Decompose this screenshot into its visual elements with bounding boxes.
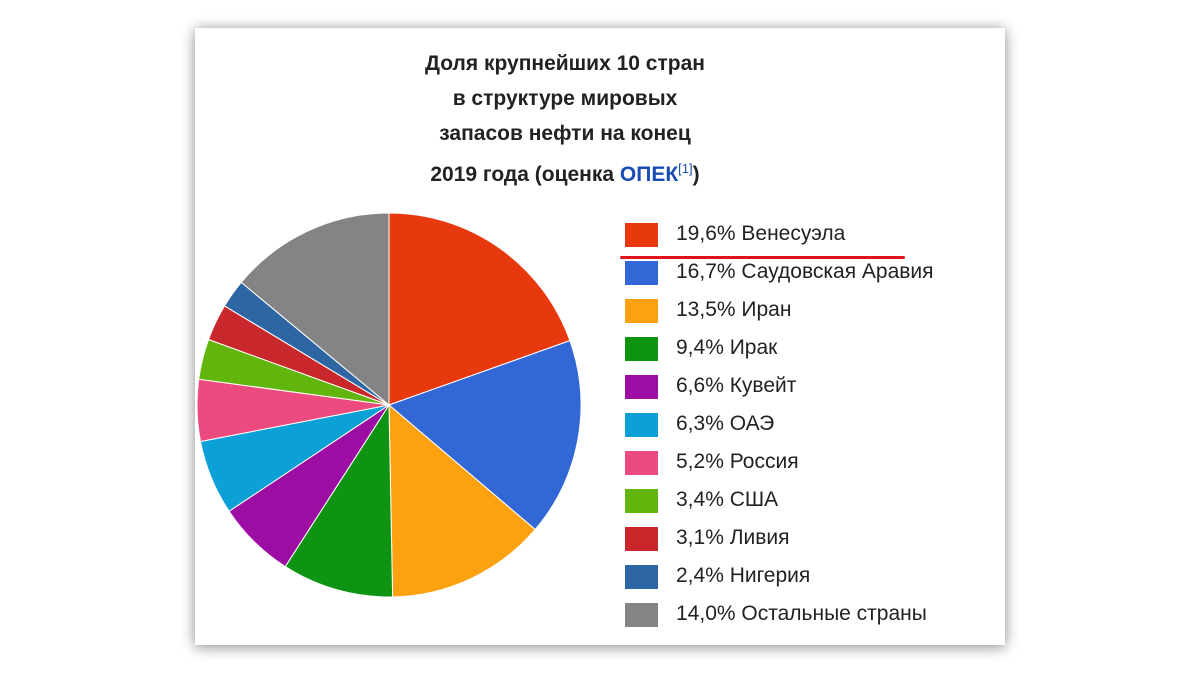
legend-item[interactable]: 6,3% ОАЭ xyxy=(625,408,1005,446)
legend-label: 3,1% Ливия xyxy=(676,526,790,549)
legend-swatch xyxy=(625,565,658,589)
title-line-1: Доля крупнейших 10 стран xyxy=(425,52,705,75)
legend-label: 13,5% Иран xyxy=(676,298,792,321)
legend-swatch xyxy=(625,299,658,323)
title-line-2: в структуре мировых xyxy=(452,87,678,110)
legend-item[interactable]: 9,4% Ирак xyxy=(625,332,1005,370)
pie-slices xyxy=(196,212,582,598)
legend: 19,6% Венесуэла 16,7% Саудовская Аравия 13… xyxy=(625,218,1005,636)
legend-item[interactable]: 3,1% Ливия xyxy=(625,522,1005,560)
legend-swatch xyxy=(625,603,658,627)
title-line-4: 2019 года (оценка ОПЕК[1]) xyxy=(365,151,765,192)
title-closing-paren: ) xyxy=(692,163,700,186)
opec-link[interactable]: ОПЕК xyxy=(619,163,679,186)
legend-swatch xyxy=(625,261,658,285)
legend-swatch xyxy=(625,451,658,475)
legend-label: 6,3% ОАЭ xyxy=(676,412,775,435)
legend-label: 2,4% Нигерия xyxy=(676,564,811,587)
legend-label: 3,4% США xyxy=(676,488,779,511)
legend-item[interactable]: 14,0% Остальные страны xyxy=(625,598,1005,636)
legend-swatch xyxy=(625,223,658,247)
legend-item[interactable]: 2,4% Нигерия xyxy=(625,560,1005,598)
legend-label: 14,0% Остальные страны xyxy=(676,602,927,625)
legend-swatch xyxy=(625,489,658,513)
legend-label: 16,7% Саудовская Аравия xyxy=(676,260,934,283)
legend-label: 9,4% Ирак xyxy=(676,336,778,359)
chart-title: Доля крупнейших 10 стран в структуре мир… xyxy=(365,46,765,192)
reference-link[interactable]: [1] xyxy=(678,161,693,176)
chart-card: Доля крупнейших 10 стран в структуре мир… xyxy=(195,28,1005,645)
pie-chart xyxy=(196,212,582,598)
pie-slice-2[interactable] xyxy=(388,340,582,531)
pie-slice-11[interactable] xyxy=(240,212,390,407)
legend-item[interactable]: 16,7% Саудовская Аравия xyxy=(625,256,1005,294)
legend-label: 6,6% Кувейт xyxy=(676,374,797,397)
legend-item[interactable]: 5,2% Россия xyxy=(625,446,1005,484)
legend-item[interactable]: 19,6% Венесуэла xyxy=(625,218,1005,256)
legend-swatch xyxy=(625,375,658,399)
legend-item[interactable]: 13,5% Иран xyxy=(625,294,1005,332)
legend-swatch xyxy=(625,527,658,551)
legend-swatch xyxy=(625,337,658,361)
title-year-text: 2019 года (оценка xyxy=(430,163,620,186)
pie-slice-4[interactable] xyxy=(284,403,394,598)
legend-label: 5,2% Россия xyxy=(676,450,799,473)
pie-slice-1[interactable] xyxy=(388,212,571,406)
highlight-underline xyxy=(620,256,905,259)
legend-label: 19,6% Венесуэла xyxy=(676,222,846,245)
legend-item[interactable]: 6,6% Кувейт xyxy=(625,370,1005,408)
legend-swatch xyxy=(625,413,658,437)
title-line-3: запасов нефти на конец xyxy=(439,122,691,145)
legend-item[interactable]: 3,4% США xyxy=(625,484,1005,522)
pie-slice-3[interactable] xyxy=(388,403,536,598)
